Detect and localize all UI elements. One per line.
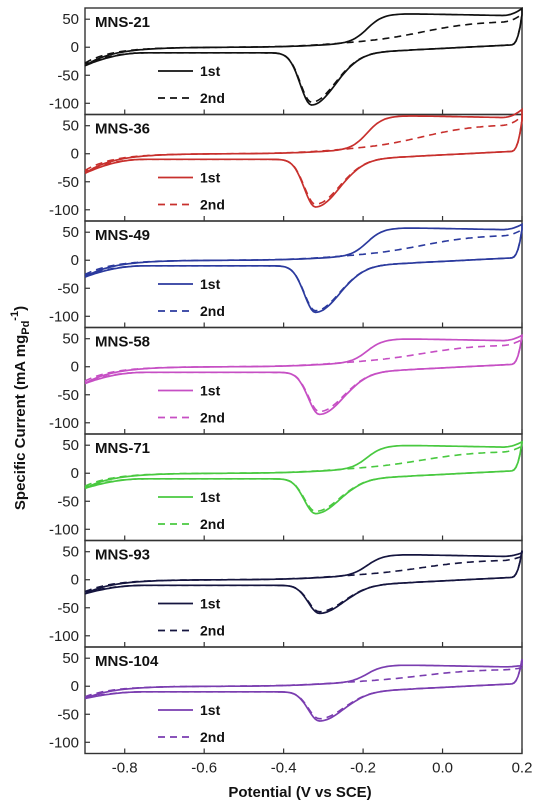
series-2nd-line: [84, 442, 523, 513]
series-1st-line: [84, 550, 523, 615]
y-axis-title: Specific Current (mA mgPd-1): [9, 306, 32, 510]
y-tick-label: 0: [71, 252, 79, 269]
x-tick-label: 0.0: [432, 760, 453, 777]
y-tick-label: 0: [71, 465, 79, 482]
legend-1st-label: 1st: [200, 276, 221, 292]
series-1st-line: [84, 107, 523, 208]
y-tick-label: 0: [71, 678, 79, 695]
series-1st-line: [84, 333, 523, 416]
y-tick-label: -50: [57, 706, 79, 723]
legend-1st-label: 1st: [200, 596, 221, 612]
series-1st-line: [84, 7, 523, 106]
legend-1st-label: 1st: [200, 489, 221, 505]
series-1st-line: [84, 440, 523, 515]
y-tick-label: -50: [57, 493, 79, 510]
legend-2nd-label: 2nd: [200, 197, 225, 213]
legend-2nd-label: 2nd: [200, 516, 225, 532]
panel: 50 0 -50 -100 MNS-49 1st 2nd: [49, 220, 523, 329]
y-tick-label: 50: [62, 650, 79, 667]
y-tick-label: -100: [49, 308, 79, 325]
y-tick-label: 50: [62, 224, 79, 241]
series-1st-line: [84, 659, 523, 722]
panel-title: MNS-104: [95, 653, 159, 670]
panel-frame: [84, 326, 523, 435]
panel-title: MNS-21: [95, 14, 150, 31]
y-tick-label: -100: [49, 95, 79, 112]
x-tick-label: -0.8: [112, 760, 138, 777]
y-tick-label: -50: [57, 174, 79, 191]
y-tick-label: 0: [71, 146, 79, 163]
x-axis-title: Potential (V vs SCE): [228, 784, 371, 801]
y-tick-label: -100: [49, 415, 79, 432]
y-title-end: ): [12, 306, 29, 311]
y-tick-label: 50: [62, 118, 79, 135]
series-2nd-line: [84, 335, 523, 413]
panel-title: MNS-71: [95, 440, 150, 457]
legend-2nd-label: 2nd: [200, 729, 225, 745]
y-title-main: Specific Current (mA mg: [12, 335, 29, 510]
panels-group: 50 0 -50 -100 MNS-21 1st 2nd 50 0 -50 -100 MNS-36 1s…: [49, 7, 523, 755]
panel-frame: [84, 220, 523, 329]
legend-2nd-label: 2nd: [200, 90, 225, 106]
series-2nd-line: [84, 228, 523, 312]
y-tick-label: -50: [57, 280, 79, 297]
panel: 50 0 -50 -100 MNS-104 1st 2nd: [49, 646, 523, 755]
legend-1st-label: 1st: [200, 702, 221, 718]
y-tick-label: -100: [49, 521, 79, 538]
panel: 50 0 -50 -100 MNS-21 1st 2nd: [49, 7, 523, 116]
legend-2nd-label: 2nd: [200, 410, 225, 426]
legend-1st-label: 1st: [200, 63, 221, 79]
legend-1st-label: 1st: [200, 170, 221, 186]
panel-title: MNS-93: [95, 547, 150, 564]
y-tick-label: 0: [71, 39, 79, 56]
legend-1st-label: 1st: [200, 383, 221, 399]
panel: 50 0 -50 -100 MNS-58 1st 2nd: [49, 326, 523, 435]
panel-frame: [84, 7, 523, 116]
x-tick-label: -0.6: [191, 760, 217, 777]
y-title-sup: -1: [9, 311, 21, 321]
legend-2nd-label: 2nd: [200, 303, 225, 319]
series-2nd-line: [84, 114, 523, 206]
panel-title: MNS-36: [95, 121, 150, 138]
y-title-sub: Pd: [20, 321, 32, 335]
panel: 50 0 -50 -100 MNS-36 1st 2nd: [49, 107, 523, 222]
y-tick-label: 50: [62, 11, 79, 28]
y-tick-label: -50: [57, 67, 79, 84]
panel-frame: [84, 433, 523, 542]
series-2nd-line: [84, 12, 523, 104]
series-1st-line: [84, 223, 523, 314]
x-tick-label: 0.2: [512, 760, 533, 777]
y-tick-label: 0: [71, 572, 79, 589]
panel: 50 0 -50 -100 MNS-93 1st 2nd: [49, 539, 523, 648]
panel: 50 0 -50 -100 MNS-71 1st 2nd: [49, 433, 523, 542]
y-tick-label: 0: [71, 359, 79, 376]
y-tick-label: -50: [57, 387, 79, 404]
y-tick-label: -100: [49, 628, 79, 645]
x-tick-label: -0.4: [271, 760, 297, 777]
legend-2nd-label: 2nd: [200, 623, 225, 639]
x-tick-labels: -0.8 -0.6 -0.4 -0.2 0.0 0.2: [112, 760, 533, 777]
y-tick-label: 50: [62, 544, 79, 561]
x-tick-label: -0.2: [350, 760, 376, 777]
panel-title: MNS-58: [95, 334, 150, 351]
y-tick-label: 50: [62, 331, 79, 348]
panel-title: MNS-49: [95, 227, 150, 244]
y-tick-label: 50: [62, 437, 79, 454]
y-tick-label: -100: [49, 202, 79, 219]
y-tick-label: -50: [57, 600, 79, 617]
panel-frame: [84, 646, 523, 755]
y-tick-label: -100: [49, 734, 79, 751]
